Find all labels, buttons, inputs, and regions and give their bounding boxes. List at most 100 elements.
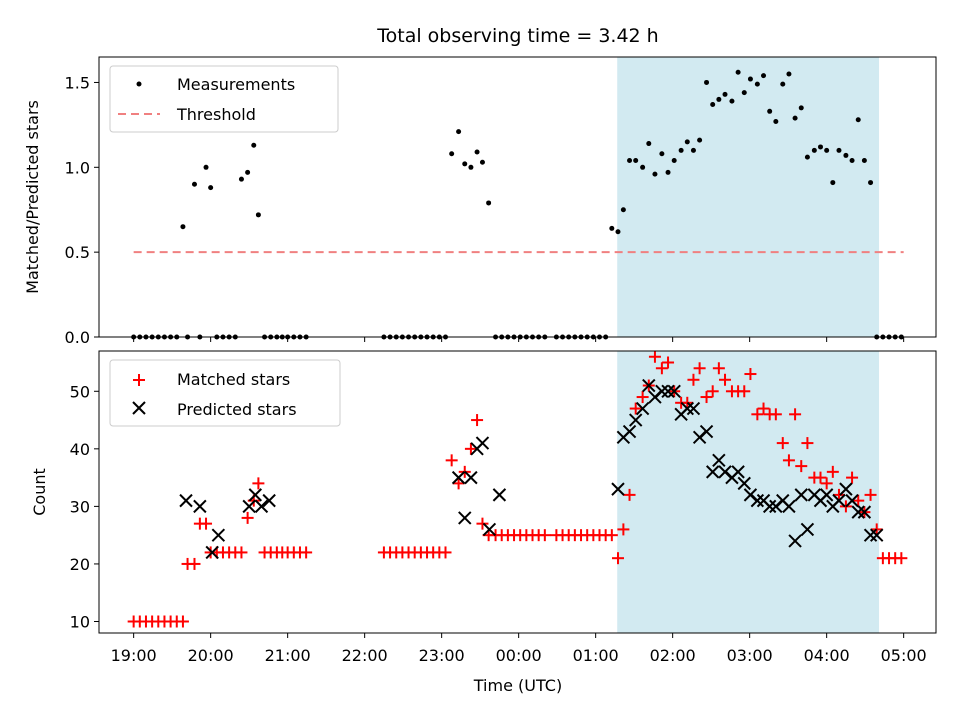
matched-star-point [476, 517, 489, 530]
matched-star-point [789, 408, 802, 421]
measurement-point [633, 158, 639, 164]
matched-star-point [648, 350, 661, 363]
predicted-star-point [794, 488, 808, 502]
measurement-point [747, 76, 753, 82]
predicted-star-point [800, 522, 815, 537]
matched-star-point [188, 557, 201, 570]
chart-title: Total observing time = 3.42 h [376, 25, 658, 47]
measurement-point [615, 229, 621, 235]
matched-star-point [852, 494, 865, 507]
predicted-star-point [628, 413, 643, 427]
matched-star-point [452, 477, 465, 490]
x-tick-label: 02:00 [650, 646, 696, 665]
predicted-star-point [870, 528, 884, 542]
measurement-point [208, 185, 214, 191]
matched-star-point [629, 402, 642, 415]
y-tick-label: 0.0 [65, 328, 90, 347]
matched-star-point [445, 454, 458, 467]
predicted-star-point [788, 534, 802, 548]
measurement-point [627, 158, 633, 164]
measurement-point [474, 149, 480, 155]
measurement-point [180, 224, 186, 230]
predicted-star-point [699, 424, 714, 439]
legend-measurements-marker [136, 81, 142, 87]
matched-star-point [538, 529, 551, 542]
measurement-point [486, 200, 492, 206]
predicted-star-point [254, 499, 269, 514]
predicted-star-point [622, 424, 637, 439]
predicted-star-point [492, 488, 507, 502]
top-legend: Measurements Threshold [109, 65, 339, 133]
matched-star-point [687, 373, 700, 386]
x-tick-label: 20:00 [188, 646, 234, 665]
predicted-star-point [845, 493, 859, 508]
predicted-star-point [750, 493, 765, 508]
matched-star-point [751, 408, 764, 421]
matched-star-point [200, 517, 213, 530]
measurement-point [652, 171, 658, 177]
bottom-y-axis-label: Count [30, 468, 49, 516]
predicted-star-point [737, 476, 751, 491]
measurement-point [824, 147, 830, 153]
x-tick-label: 23:00 [419, 646, 465, 665]
measurement-point [671, 158, 677, 164]
measurement-point [773, 118, 779, 124]
matched-star-point [832, 488, 845, 501]
measurement-point [640, 164, 646, 170]
predicted-star-point [705, 465, 720, 479]
measurement-point [830, 180, 836, 186]
predicted-star-point [642, 378, 656, 393]
y-tick-label: 40 [70, 440, 90, 459]
measurement-point [843, 152, 849, 158]
matched-star-point [611, 552, 624, 565]
measurement-point [646, 141, 652, 147]
x-axis-label: Time (UTC) [473, 676, 562, 695]
predicted-star-point [458, 511, 472, 525]
measurement-point [729, 98, 735, 104]
matched-star-point [662, 356, 675, 369]
top-y-axis-label: Matched/Predicted stars [23, 100, 42, 294]
matched-star-point [846, 471, 859, 484]
matched-star-point [700, 391, 713, 404]
measurement-point [855, 117, 861, 123]
predicted-star-point [857, 505, 872, 519]
measurement-point [468, 164, 474, 170]
predicted-star-point [262, 493, 276, 508]
x-tick-label: 00:00 [496, 646, 542, 665]
measurement-point [245, 169, 251, 175]
x-tick-label: 03:00 [727, 646, 773, 665]
measurement-point [479, 159, 485, 165]
measurement-point [722, 91, 728, 97]
measurement-point [238, 176, 244, 182]
measurement-point [609, 225, 615, 231]
matched-star-point [895, 552, 908, 565]
matched-star-point [693, 362, 706, 375]
predicted-star-point [839, 482, 853, 496]
measurement-point [690, 147, 696, 153]
measurement-point [710, 102, 716, 108]
y-tick-label: 1.0 [65, 158, 90, 177]
x-tick-label: 01:00 [573, 646, 619, 665]
x-tick-label: 19:00 [111, 646, 157, 665]
matched-star-point [782, 454, 795, 467]
measurement-point [462, 161, 468, 167]
measurement-point [761, 73, 767, 79]
predicted-star-point [863, 528, 878, 542]
predicted-star-point [851, 505, 865, 519]
legend-matched-marker [133, 374, 145, 386]
predicted-star-point [193, 499, 207, 514]
predicted-star-point [667, 384, 681, 398]
measurement-point [836, 147, 842, 153]
predicted-star-point [686, 401, 701, 416]
matched-star-point [471, 414, 484, 427]
y-tick-label: 50 [70, 382, 90, 401]
x-tick-label: 05:00 [881, 646, 927, 665]
measurement-point [792, 115, 798, 121]
measurement-point [659, 151, 665, 157]
predicted-star-point [819, 488, 834, 502]
predicted-star-point [464, 470, 478, 485]
matched-star-point [795, 460, 808, 473]
predicted-star-point [832, 493, 846, 508]
measurement-point [861, 158, 867, 164]
